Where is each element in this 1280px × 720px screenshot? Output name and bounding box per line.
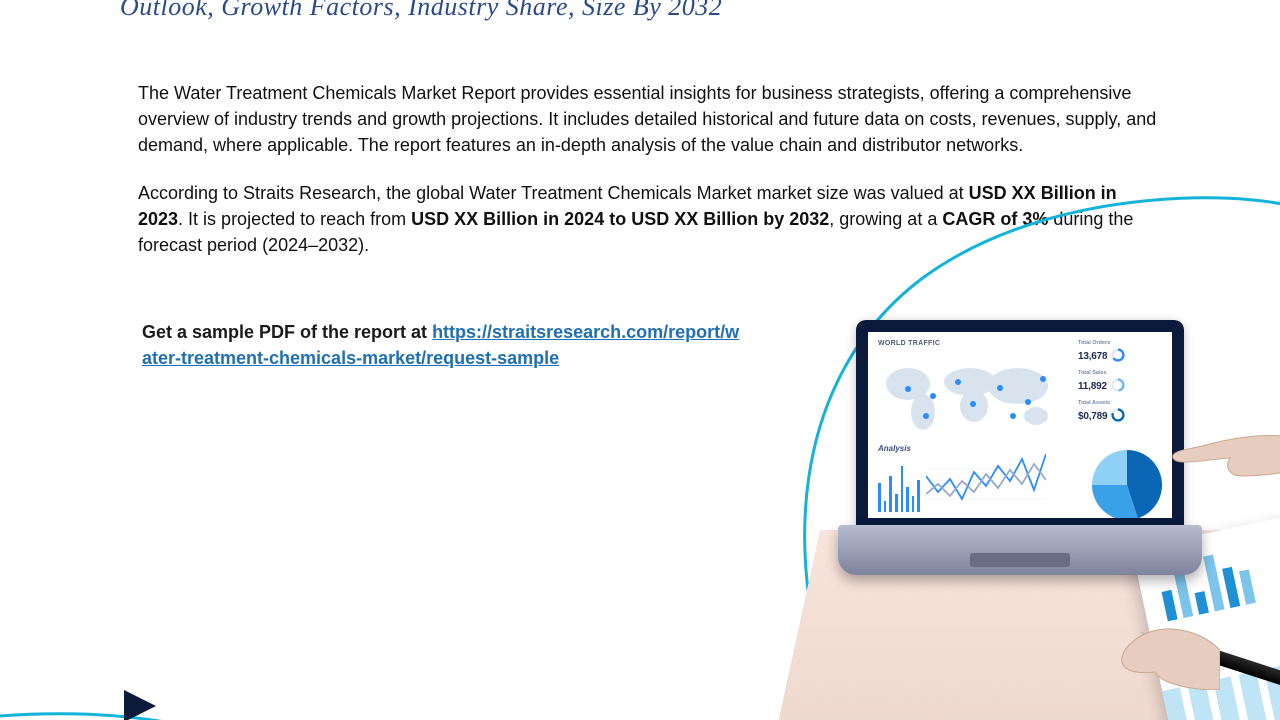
cta-lead: Get a sample PDF of the report at bbox=[142, 322, 432, 342]
slide: Outlook, Growth Factors, Industry Share,… bbox=[0, 0, 1280, 720]
bar bbox=[884, 501, 887, 512]
analysis-label: Analysis bbox=[878, 444, 911, 453]
stat-row: Total Assets$0,789 bbox=[1078, 400, 1166, 424]
body-copy: The Water Treatment Chemicals Market Rep… bbox=[138, 80, 1163, 281]
laptop-keyboard bbox=[838, 525, 1202, 575]
bar bbox=[895, 494, 898, 512]
donut-icon bbox=[1111, 348, 1125, 362]
p2-mid1: . It is projected to reach from bbox=[178, 209, 411, 229]
bar bbox=[917, 480, 920, 512]
paragraph-1: The Water Treatment Chemicals Market Rep… bbox=[138, 80, 1163, 158]
bar bbox=[878, 483, 881, 512]
bar bbox=[906, 487, 909, 512]
stat-value: 13,678 bbox=[1078, 351, 1107, 362]
stat-row: Total Orders13,678 bbox=[1078, 340, 1166, 364]
paper-bar bbox=[1222, 567, 1240, 608]
paper-bar bbox=[1239, 569, 1256, 604]
bar bbox=[901, 466, 904, 512]
laptop: WORLD TRAFFIC Total Orders13,678Total S bbox=[850, 320, 1190, 580]
stat-value: $0,789 bbox=[1078, 411, 1107, 422]
p2-mid2: , growing at a bbox=[829, 209, 942, 229]
donut-icon bbox=[1111, 378, 1125, 392]
cta-block: Get a sample PDF of the report at https:… bbox=[142, 320, 742, 371]
page-title: Outlook, Growth Factors, Industry Share,… bbox=[120, 0, 722, 22]
p2-bold2: USD XX Billion in 2024 to USD XX Billion… bbox=[411, 209, 829, 229]
laptop-illustration: WORLD TRAFFIC Total Orders13,678Total S bbox=[820, 320, 1280, 680]
p2-lead: According to Straits Research, the globa… bbox=[138, 183, 969, 203]
bar bbox=[889, 476, 892, 512]
stat-row: Total Sales11,892 bbox=[1078, 370, 1166, 394]
dash-line-chart bbox=[926, 454, 1046, 514]
world-traffic-label: WORLD TRAFFIC bbox=[878, 340, 940, 347]
writing-hand bbox=[1100, 590, 1220, 690]
dash-pie-chart bbox=[1092, 450, 1162, 518]
dash-bar-chart bbox=[878, 460, 920, 512]
world-map bbox=[878, 354, 1058, 439]
dashboard: WORLD TRAFFIC Total Orders13,678Total S bbox=[868, 332, 1172, 518]
bar bbox=[912, 496, 915, 512]
paragraph-2: According to Straits Research, the globa… bbox=[138, 180, 1163, 258]
pointing-hand bbox=[1170, 380, 1280, 500]
logo-icon bbox=[120, 686, 160, 720]
p2-bold3: CAGR of 3% bbox=[942, 209, 1048, 229]
stats-column: Total Orders13,678 Total Sales11,892 Total… bbox=[1078, 340, 1166, 430]
donut-icon bbox=[1111, 408, 1125, 422]
stat-value: 11,892 bbox=[1078, 381, 1107, 392]
laptop-screen: WORLD TRAFFIC Total Orders13,678Total S bbox=[856, 320, 1184, 530]
